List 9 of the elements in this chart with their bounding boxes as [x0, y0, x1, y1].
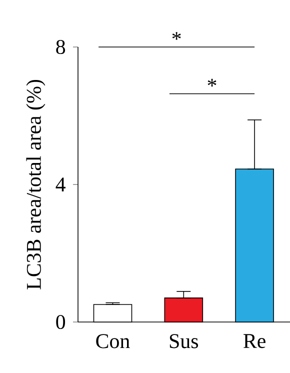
y-axis-title: LC3B area/total area (%) — [26, 80, 46, 290]
x-tick-label: Sus — [170, 334, 198, 348]
y-tick-label: 0 — [56, 314, 66, 330]
annotation: * — [208, 78, 216, 87]
x-tick-label: Con — [96, 334, 130, 348]
y-tick-label: 8 — [56, 40, 66, 54]
y-tick-label: 4 — [56, 178, 66, 192]
text: * — [172, 32, 181, 40]
x-tick-label: Re — [244, 334, 266, 348]
